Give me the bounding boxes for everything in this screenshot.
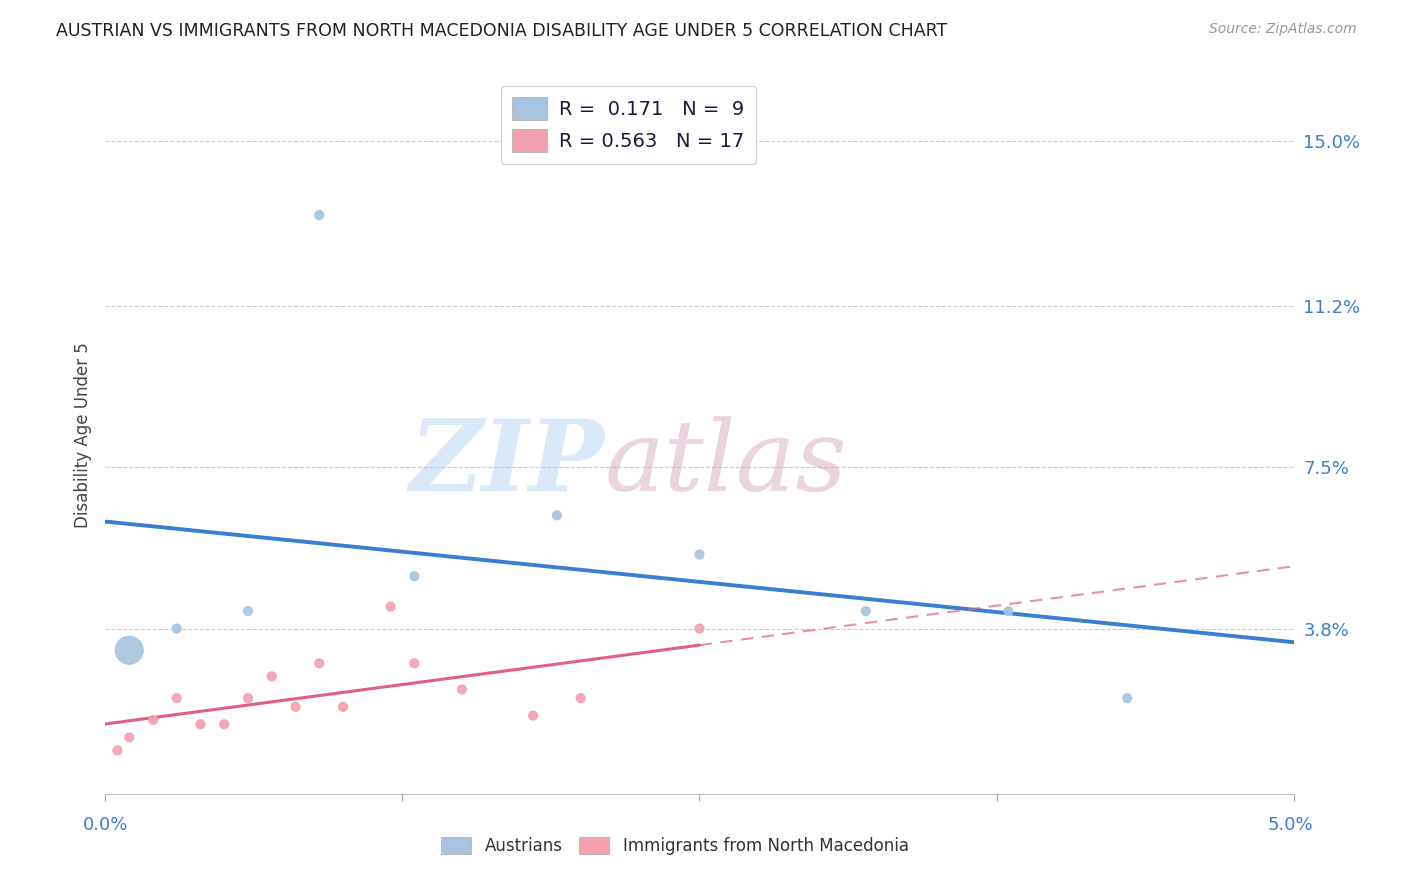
Point: [546, 508, 568, 523]
Text: 5.0%: 5.0%: [1268, 816, 1313, 834]
Point: [105, 743, 128, 757]
Text: atlas: atlas: [605, 416, 848, 511]
Y-axis label: Disability Age Under 5: Disability Age Under 5: [73, 342, 91, 528]
Point: [997, 604, 1019, 618]
Point: [166, 622, 188, 636]
Point: [236, 604, 259, 618]
Text: Source: ZipAtlas.com: Source: ZipAtlas.com: [1209, 22, 1357, 37]
Point: [118, 643, 141, 657]
Point: [166, 691, 188, 706]
Point: [308, 208, 330, 222]
Point: [284, 699, 307, 714]
Point: [380, 599, 402, 614]
Point: [689, 622, 711, 636]
Point: [404, 569, 426, 583]
Text: 0.0%: 0.0%: [83, 816, 128, 834]
Point: [450, 682, 472, 697]
Point: [260, 669, 283, 683]
Point: [689, 548, 711, 562]
Point: [855, 604, 877, 618]
Legend: Austrians, Immigrants from North Macedonia: Austrians, Immigrants from North Macedon…: [434, 830, 915, 862]
Point: [308, 657, 330, 671]
Point: [214, 717, 236, 731]
Point: [569, 691, 592, 706]
Point: [1116, 691, 1139, 706]
Legend: R =  0.171   N =  9, R = 0.563   N = 17: R = 0.171 N = 9, R = 0.563 N = 17: [501, 86, 756, 163]
Point: [142, 713, 165, 727]
Point: [236, 691, 259, 706]
Point: [332, 699, 354, 714]
Text: AUSTRIAN VS IMMIGRANTS FROM NORTH MACEDONIA DISABILITY AGE UNDER 5 CORRELATION C: AUSTRIAN VS IMMIGRANTS FROM NORTH MACEDO…: [56, 22, 948, 40]
Point: [118, 731, 141, 745]
Text: ZIP: ZIP: [409, 416, 605, 512]
Point: [404, 657, 426, 671]
Point: [522, 708, 544, 723]
Point: [190, 717, 212, 731]
